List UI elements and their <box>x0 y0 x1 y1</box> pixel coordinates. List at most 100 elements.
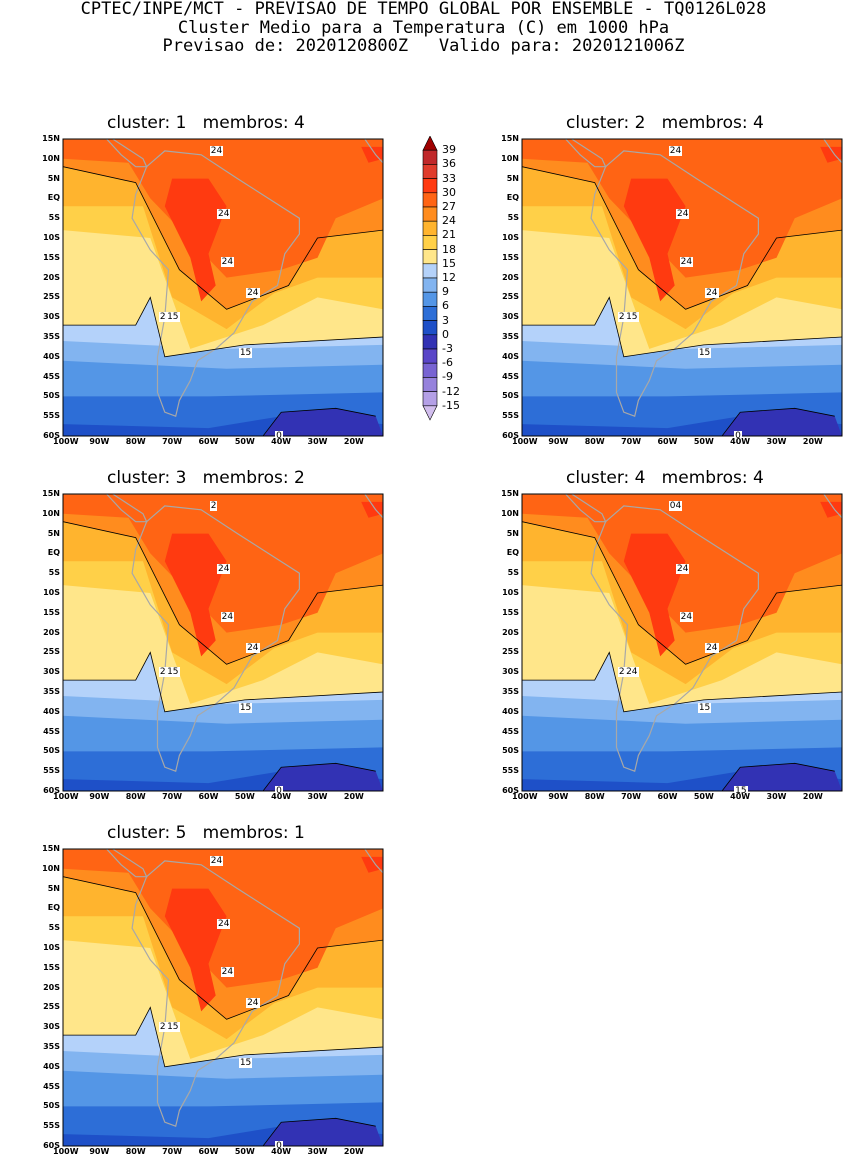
longitude-label: 20W <box>802 792 823 801</box>
contour-label: 0 <box>734 431 742 441</box>
coastline <box>63 849 148 878</box>
latitude-label: 55S <box>43 766 60 776</box>
latitude-label: 20S <box>43 272 60 282</box>
contour-label: 24 <box>246 288 260 299</box>
longitude-label: 60W <box>198 437 219 446</box>
longitude-label: 70W <box>162 437 183 446</box>
latitude-label: 60S <box>502 786 519 795</box>
contour-label: 24 <box>220 966 235 977</box>
contour-label: 0 <box>668 500 677 511</box>
latitude-label: 35S <box>43 332 60 341</box>
latitude-label: 55S <box>43 1121 60 1131</box>
latitude-label: 5S <box>48 568 60 578</box>
latitude-label: 5S <box>507 213 519 223</box>
latitude-label: 15S <box>43 962 60 972</box>
latitude-label: 45S <box>502 726 519 736</box>
latitude-label: 15S <box>43 252 60 262</box>
contour-label: 15 <box>697 347 712 358</box>
colorbar-level-label: 3 <box>442 313 449 327</box>
latitude-label: 45S <box>43 726 60 736</box>
latitude-label: 10S <box>43 943 60 952</box>
longitude-label: 50W <box>234 1147 255 1156</box>
band-30-africa <box>820 146 842 163</box>
contour-label: 24 <box>676 209 690 220</box>
contour-label: 24 <box>679 256 694 267</box>
longitude-label: 80W <box>584 792 605 801</box>
panel-title-3: cluster: 3 membros: 2 <box>107 468 305 488</box>
map-canvas <box>62 848 384 1147</box>
map-canvas <box>521 493 843 792</box>
latitude-label: 10S <box>502 233 519 242</box>
coastline <box>63 139 148 168</box>
coastline <box>364 494 383 519</box>
map-frame <box>62 493 384 792</box>
longitude-label: 40W <box>271 1147 292 1156</box>
colorbar-swatch <box>422 391 438 407</box>
latitude-label: 25S <box>43 292 60 302</box>
latitude-label: 40S <box>502 351 519 361</box>
longitude-label: 30W <box>766 437 787 446</box>
colorbar-swatch <box>422 220 438 236</box>
contour-label: 24 <box>209 145 224 156</box>
latitude-label: 45S <box>43 371 60 381</box>
longitude-label: 30W <box>307 1147 328 1156</box>
colorbar-swatch <box>422 263 438 279</box>
longitude-label: 40W <box>730 792 751 801</box>
band-30-africa <box>361 146 383 163</box>
panel-title-5: cluster: 5 membros: 1 <box>107 823 305 843</box>
longitude-label: 50W <box>693 792 714 801</box>
colorbar-swatches <box>422 136 438 421</box>
contour-label: 24 <box>220 256 235 267</box>
longitude-label: 30W <box>307 792 328 801</box>
latitude-label: 15S <box>43 607 60 617</box>
latitude-label: 50S <box>43 391 60 401</box>
latitude-label: 10N <box>501 508 519 518</box>
colorbar-level-label: 24 <box>442 214 456 228</box>
contour-line <box>522 166 842 310</box>
band-30 <box>164 533 227 657</box>
latitude-label: 60S <box>43 1141 60 1150</box>
latitude-label: EQ <box>506 193 519 203</box>
latitude-label: 45S <box>43 1081 60 1091</box>
longitude-label: 80W <box>125 1147 146 1156</box>
contour-label: 24 <box>246 998 260 1009</box>
map-frame <box>62 848 384 1147</box>
temperature-map-4: 2424242424241515015N10N5NEQ5S10S15S20S25… <box>501 489 843 801</box>
longitude-label: 80W <box>125 792 146 801</box>
contour-line <box>63 876 383 1020</box>
colorbar-level-label: 15 <box>442 256 456 270</box>
panel-title-4: cluster: 4 membros: 4 <box>566 468 764 488</box>
band-30 <box>164 888 227 1012</box>
colorbar-level-label: -9 <box>442 370 453 384</box>
latitude-label: 25S <box>502 292 519 302</box>
contour-line <box>63 166 383 310</box>
band-30-africa <box>361 856 383 873</box>
latitude-label: 35S <box>43 1042 60 1051</box>
map-canvas <box>521 138 843 437</box>
longitude-label: 90W <box>89 437 110 446</box>
longitude-label: 40W <box>271 437 292 446</box>
longitude-label: 20W <box>343 1147 364 1156</box>
contour-label: 24 <box>158 667 173 678</box>
temperature-map-2: 24242424241515015N10N5NEQ5S10S15S20S25S3… <box>501 134 843 446</box>
latitude-label: 35S <box>43 687 60 696</box>
latitude-label: 10S <box>43 588 60 597</box>
colorbar-level-label: 12 <box>442 271 456 284</box>
longitude-label: 60W <box>198 1147 219 1156</box>
contour-label: 24 <box>676 564 690 575</box>
contour-label: 24 <box>158 312 173 323</box>
latitude-label: 5N <box>506 173 519 183</box>
colorbar-swatch <box>422 178 438 194</box>
longitude-label: 100W <box>53 792 79 801</box>
colorbar-swatch <box>422 362 438 378</box>
contour-label: 0 <box>275 1141 283 1151</box>
latitude-label: 40S <box>43 706 60 716</box>
contour-label: 15 <box>625 312 639 323</box>
latitude-label: 5N <box>47 883 60 893</box>
longitude-label: 40W <box>730 437 751 446</box>
longitude-label: 70W <box>162 1147 183 1156</box>
contour-label: 24 <box>217 209 231 220</box>
latitude-label: 5S <box>48 213 60 223</box>
latitude-label: 15N <box>501 489 519 498</box>
latitude-label: 55S <box>502 411 519 421</box>
